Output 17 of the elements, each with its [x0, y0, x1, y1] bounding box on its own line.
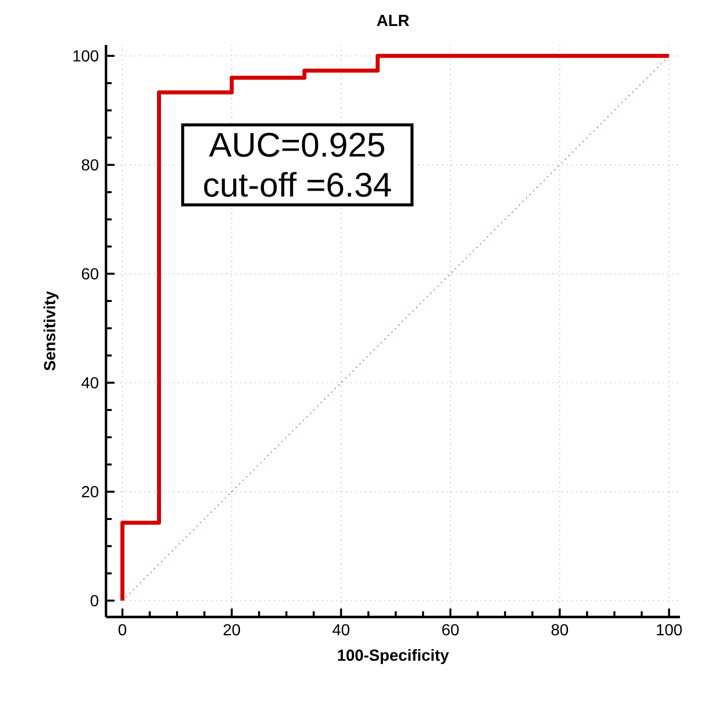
annotation: AUC=0.925	[209, 132, 384, 157]
x-tick-label: 20	[224, 624, 240, 636]
x-axis-title: 100-Specificity	[338, 649, 449, 664]
chart-title: ALR	[376, 14, 410, 26]
y-tick-label: 0	[90, 594, 98, 606]
x-tick-label: 0	[118, 624, 126, 636]
y-tick-label: 60	[82, 268, 98, 280]
annotation: cut-off =6.34	[204, 172, 391, 197]
y-tick-label: 20	[82, 486, 98, 498]
x-tick-label: 100	[656, 624, 682, 636]
y-tick-label: 100	[73, 50, 98, 62]
x-tick-label: 80	[552, 624, 568, 636]
y-tick-label: 80	[82, 159, 98, 171]
y-axis-title: Sensitivity	[44, 291, 59, 371]
x-tick-label: 40	[332, 624, 350, 636]
y-tick-label: 40	[82, 377, 98, 388]
x-tick-label: 60	[442, 624, 459, 636]
